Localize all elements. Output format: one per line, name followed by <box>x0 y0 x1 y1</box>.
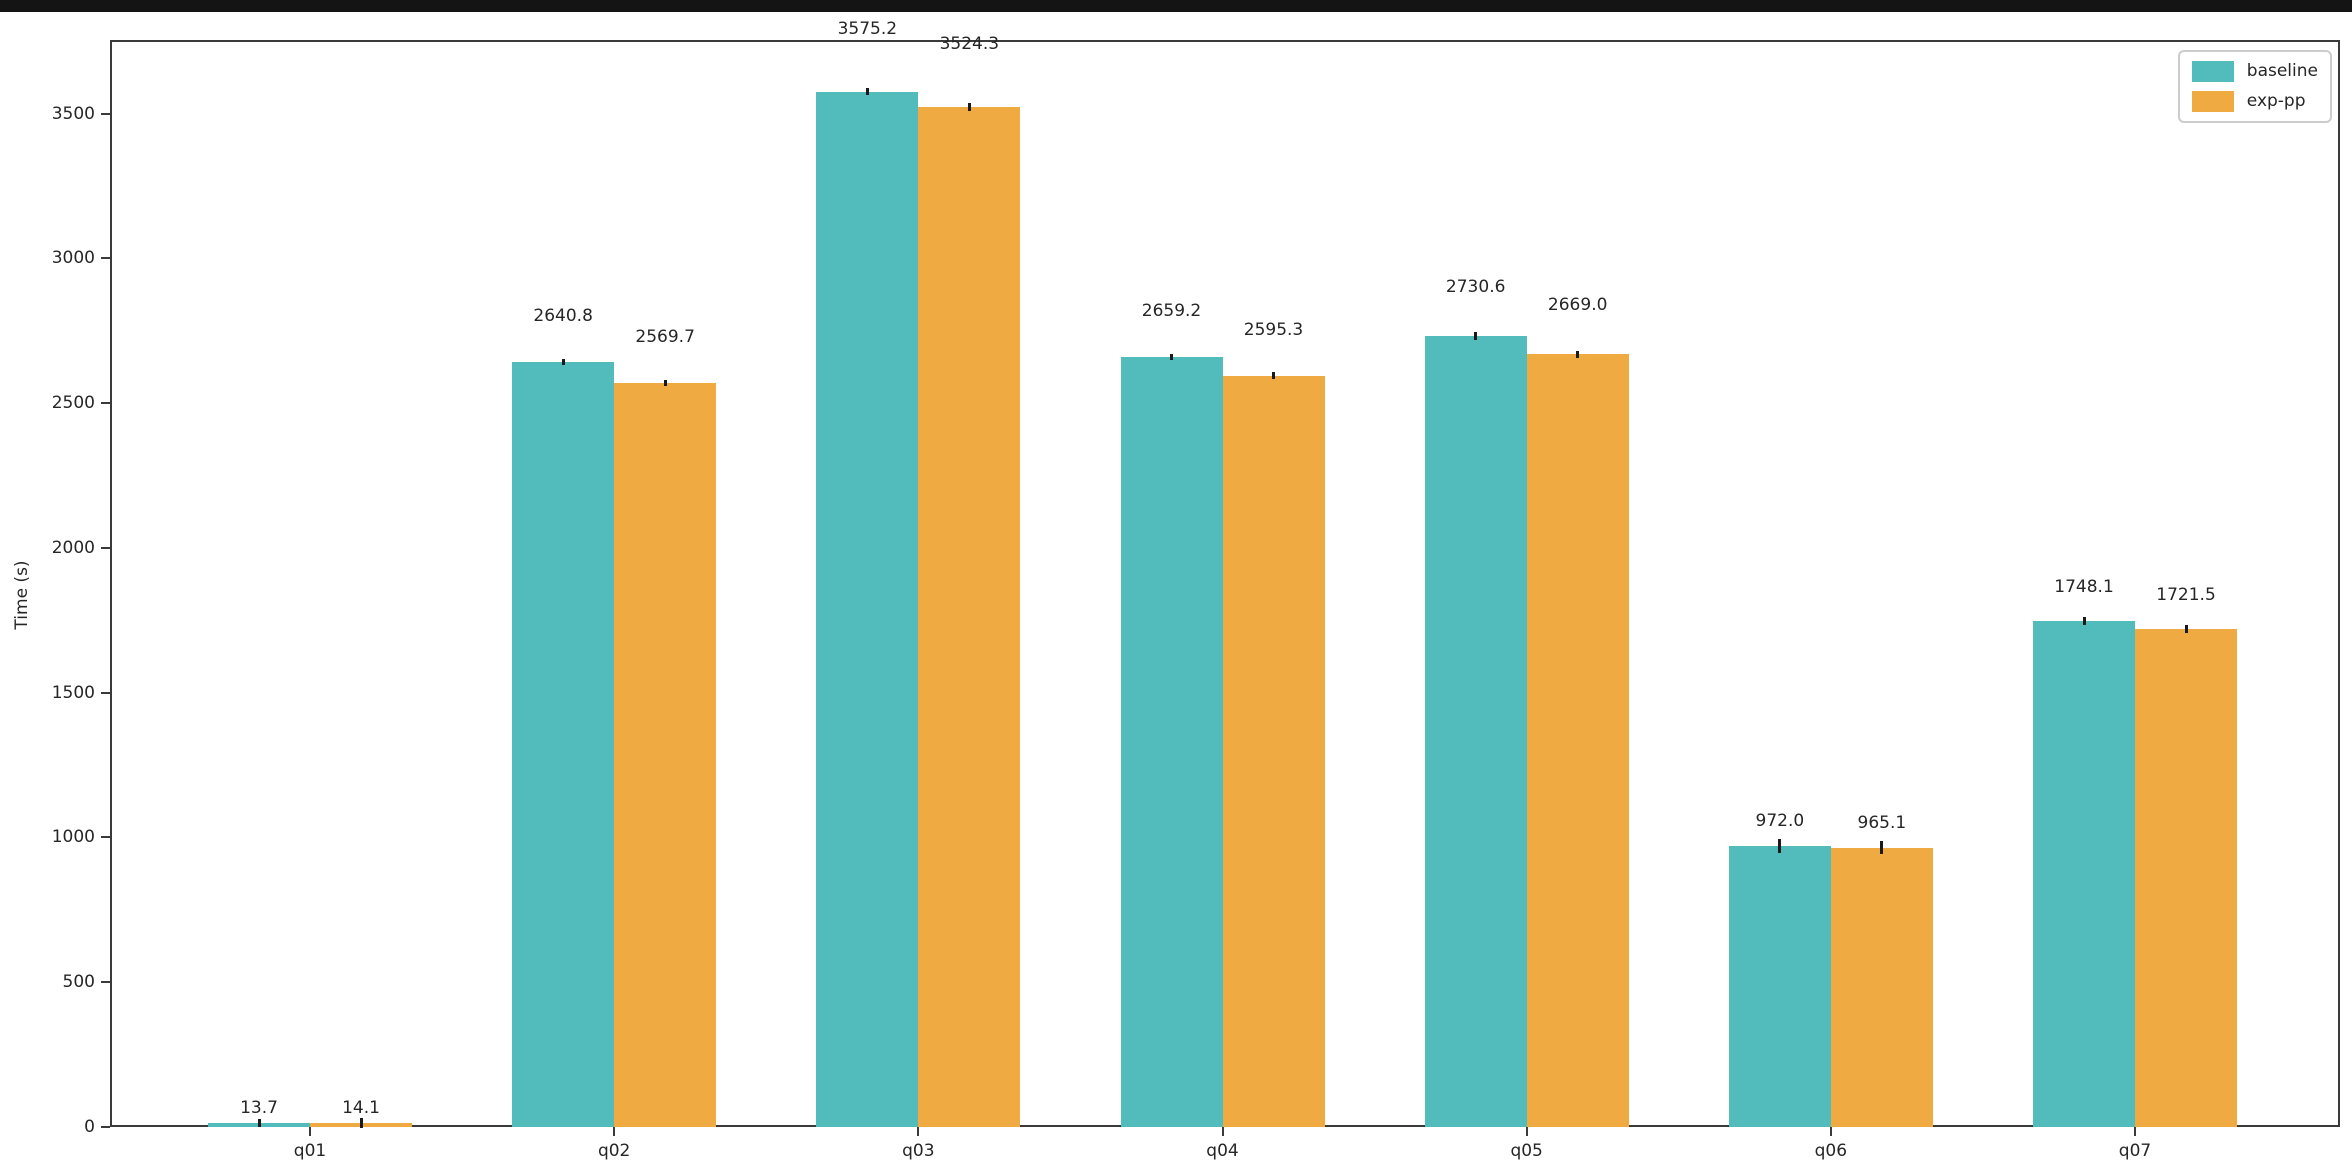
legend-swatch-baseline <box>2191 61 2234 82</box>
bar-value-label: 2669.0 <box>1547 295 1608 316</box>
bar-baseline-q02 <box>512 362 615 1127</box>
bar-baseline-q04 <box>1120 357 1223 1127</box>
error-bar <box>561 359 565 366</box>
y-tick-label: 0 <box>84 1117 95 1137</box>
bar-baseline-q06 <box>1728 845 1831 1127</box>
legend-label: baseline <box>2246 61 2318 81</box>
bar-value-label: 972.0 <box>1755 810 1805 831</box>
bar-baseline-q03 <box>816 91 919 1127</box>
y-tick-mark <box>101 546 110 549</box>
bar-exp-pp-q06 <box>1830 847 1933 1127</box>
bar-value-label: 965.1 <box>1857 812 1907 833</box>
bar-value-label: 3524.3 <box>939 33 1000 54</box>
y-axis-label: Time (s) <box>12 560 32 630</box>
x-tick-label: q07 <box>2118 1141 2152 1161</box>
legend-item-baseline: baseline <box>2191 61 2318 82</box>
x-tick-label: q06 <box>1814 1141 1848 1161</box>
y-tick-mark <box>101 836 110 839</box>
bar-value-label: 1748.1 <box>2054 576 2114 597</box>
bar-value-label: 2569.7 <box>635 326 695 347</box>
x-tick-mark <box>1221 1127 1224 1136</box>
error-bar <box>865 88 869 96</box>
x-tick-label: q02 <box>597 1141 631 1161</box>
bar-baseline-q05 <box>1424 336 1527 1127</box>
y-tick-mark <box>101 1126 110 1128</box>
x-tick-label: q03 <box>902 1141 935 1161</box>
legend-swatch-exp-pp <box>2191 91 2234 112</box>
bar-exp-pp-q07 <box>2135 628 2238 1127</box>
y-tick-label: 2000 <box>51 537 95 558</box>
bar-value-label: 2640.8 <box>533 306 593 327</box>
error-bar <box>1778 838 1782 853</box>
x-tick-mark <box>1829 1127 1832 1136</box>
y-tick-label: 2500 <box>51 393 95 414</box>
error-bar <box>1880 841 1884 855</box>
bar-value-label: 2659.2 <box>1141 301 1202 321</box>
chart-figure: Time (s) 0 500 1000 1500 2000 2500 3000 3500 q01… <box>0 12 2352 1174</box>
x-tick-label: q04 <box>1206 1141 1239 1161</box>
y-tick-mark <box>101 257 110 260</box>
bar-exp-pp-q05 <box>1526 354 1629 1127</box>
x-tick-mark <box>613 1127 616 1136</box>
bar-value-label: 14.1 <box>342 1097 380 1118</box>
y-tick-mark <box>101 691 110 694</box>
bar-exp-pp-q04 <box>1222 375 1325 1127</box>
y-tick-label: 3000 <box>51 248 95 269</box>
error-bar <box>1272 372 1275 379</box>
x-tick-label: q05 <box>1510 1141 1543 1161</box>
error-bar <box>1474 332 1478 341</box>
error-bar <box>2184 624 2188 633</box>
x-tick-mark <box>917 1127 920 1136</box>
bar-baseline-q07 <box>2033 620 2136 1127</box>
bar-value-label: 1721.5 <box>2156 584 2216 605</box>
bar-value-label: 13.7 <box>240 1098 278 1119</box>
error-bar <box>1576 350 1580 358</box>
window-top-strip <box>0 0 2352 12</box>
error-bar <box>1170 354 1173 360</box>
error-bar <box>257 1119 261 1128</box>
bar-exp-pp-q02 <box>614 382 717 1127</box>
legend: baseline exp-pp <box>2177 50 2332 123</box>
y-tick-label: 500 <box>62 972 95 993</box>
x-tick-label: q01 <box>293 1141 327 1161</box>
bar-value-label: 2595.3 <box>1243 319 1304 340</box>
bar-value-label: 3575.2 <box>837 18 898 39</box>
y-tick-mark <box>101 112 110 115</box>
y-tick-mark <box>101 402 110 405</box>
error-bar <box>359 1117 363 1128</box>
bar-exp-pp-q03 <box>918 106 1021 1127</box>
x-tick-mark <box>1525 1127 1528 1136</box>
y-tick-label: 3500 <box>51 103 95 124</box>
x-tick-mark <box>2134 1127 2137 1136</box>
error-bar <box>2082 616 2086 625</box>
error-bar <box>663 379 667 386</box>
x-tick-mark <box>309 1127 311 1136</box>
error-bar <box>967 102 971 111</box>
y-tick-label: 1500 <box>51 682 95 703</box>
y-tick-mark <box>101 981 110 984</box>
legend-item-exp-pp: exp-pp <box>2191 91 2318 112</box>
legend-label: exp-pp <box>2246 91 2306 111</box>
bar-value-label: 2730.6 <box>1445 277 1506 298</box>
y-tick-label: 1000 <box>51 827 95 848</box>
